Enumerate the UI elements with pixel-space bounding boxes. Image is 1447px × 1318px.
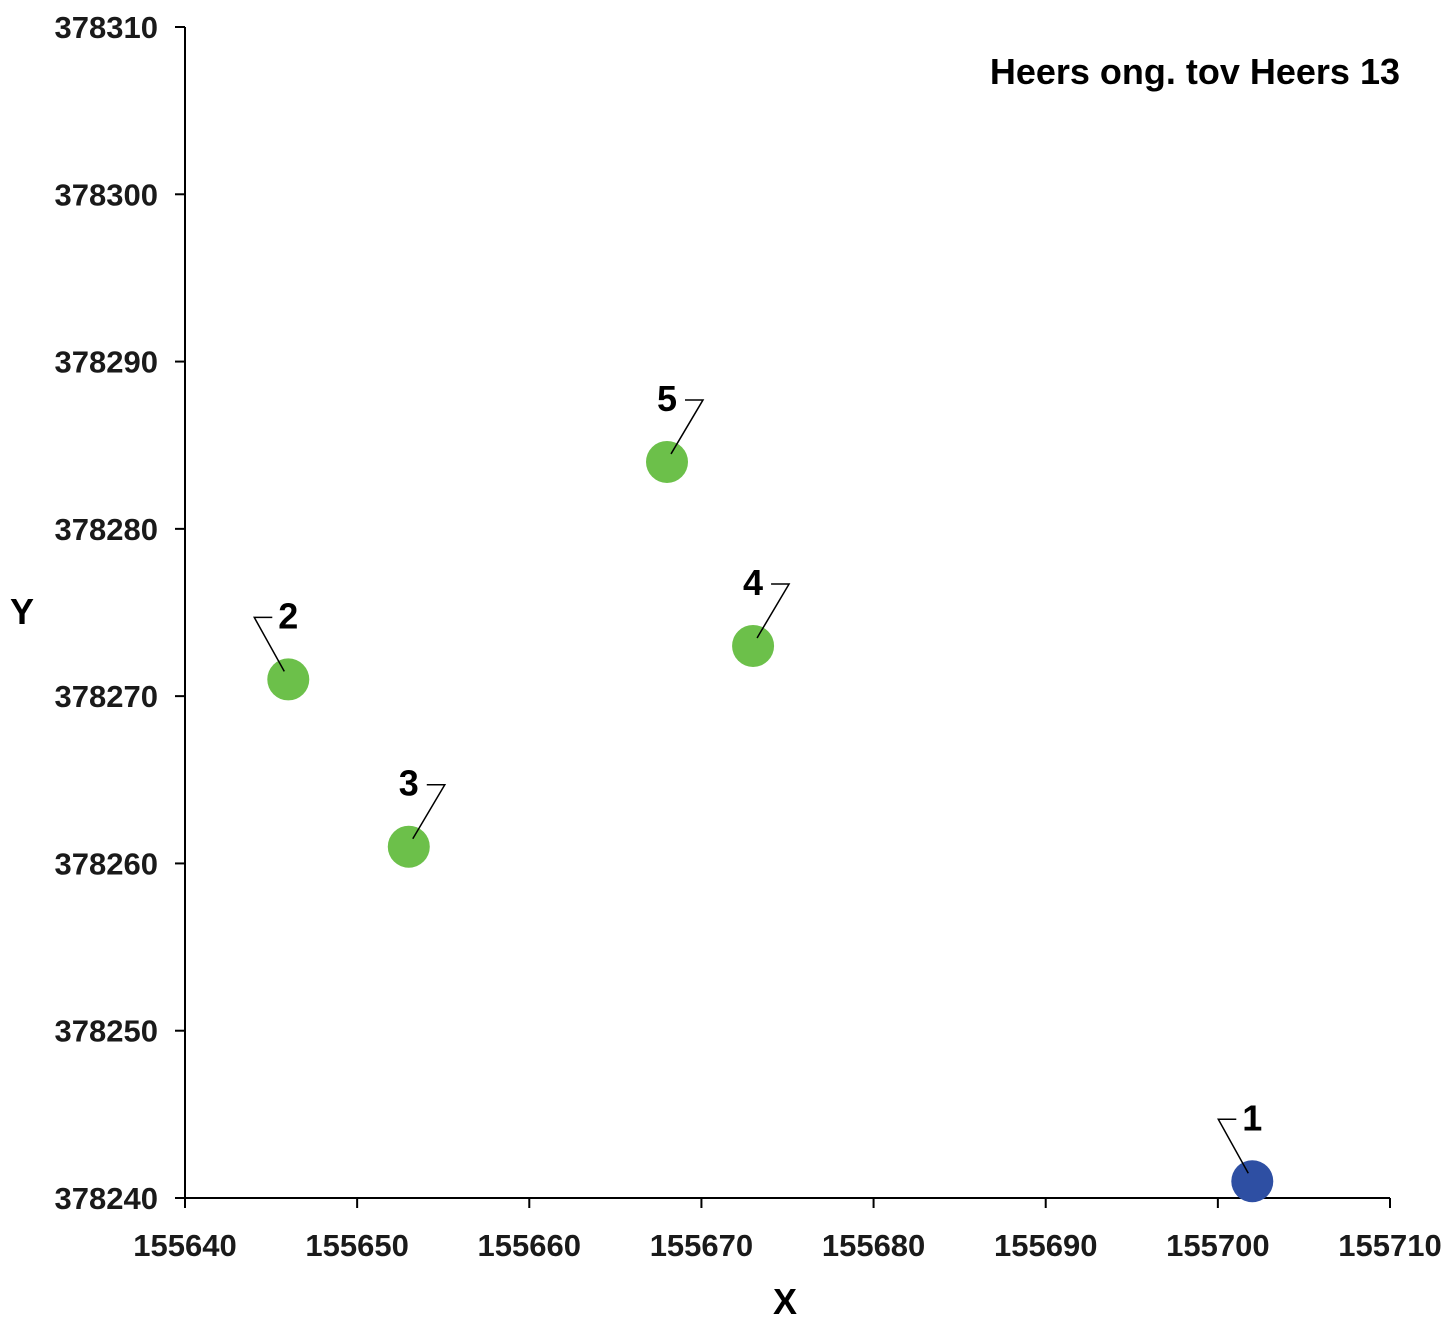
ticks: 378240 378250 378260 378270 378280 378290 3783… <box>55 10 1442 1263</box>
x-tick-label: 155680 <box>822 1228 925 1263</box>
data-points: 1 2 3 4 5 <box>253 378 1274 1203</box>
y-tick-label: 378270 <box>55 679 158 714</box>
x-tick-label: 155670 <box>650 1228 753 1263</box>
y-tick-label: 378240 <box>55 1181 158 1216</box>
leader-line-2 <box>253 616 285 672</box>
y-tick-label: 378310 <box>55 10 158 45</box>
chart-title: Heers ong. tov Heers 13 <box>990 51 1400 92</box>
point-label-3: 3 <box>399 763 419 804</box>
data-point-2 <box>267 658 310 701</box>
x-tick-label: 155710 <box>1338 1228 1441 1263</box>
leader-line-5 <box>670 399 705 455</box>
x-tick-label: 155640 <box>133 1228 236 1263</box>
axes <box>184 27 1390 1199</box>
x-tick-label: 155700 <box>1166 1228 1269 1263</box>
leader-line-3 <box>412 783 447 840</box>
y-tick-label: 378300 <box>55 177 158 212</box>
x-tick-label: 155650 <box>305 1228 408 1263</box>
y-tick-label: 378250 <box>55 1014 158 1049</box>
x-tick-label: 155660 <box>478 1228 581 1263</box>
y-axis-title: Y <box>10 591 34 632</box>
leader-line-1 <box>1217 1118 1249 1174</box>
x-tick-label: 155690 <box>994 1228 1097 1263</box>
y-tick-label: 378280 <box>55 512 158 547</box>
x-axis-title: X <box>773 1281 797 1318</box>
point-label-4: 4 <box>743 562 763 603</box>
data-point-4 <box>732 624 775 667</box>
data-point-5 <box>646 440 688 483</box>
data-point-3 <box>387 825 430 868</box>
y-tick-label: 378290 <box>55 345 158 380</box>
point-label-1: 1 <box>1242 1097 1262 1138</box>
y-tick-label: 378260 <box>55 846 158 881</box>
point-label-5: 5 <box>657 378 677 419</box>
point-label-2: 2 <box>278 595 298 636</box>
leader-line-4 <box>756 583 791 639</box>
data-point-1 <box>1231 1160 1274 1203</box>
